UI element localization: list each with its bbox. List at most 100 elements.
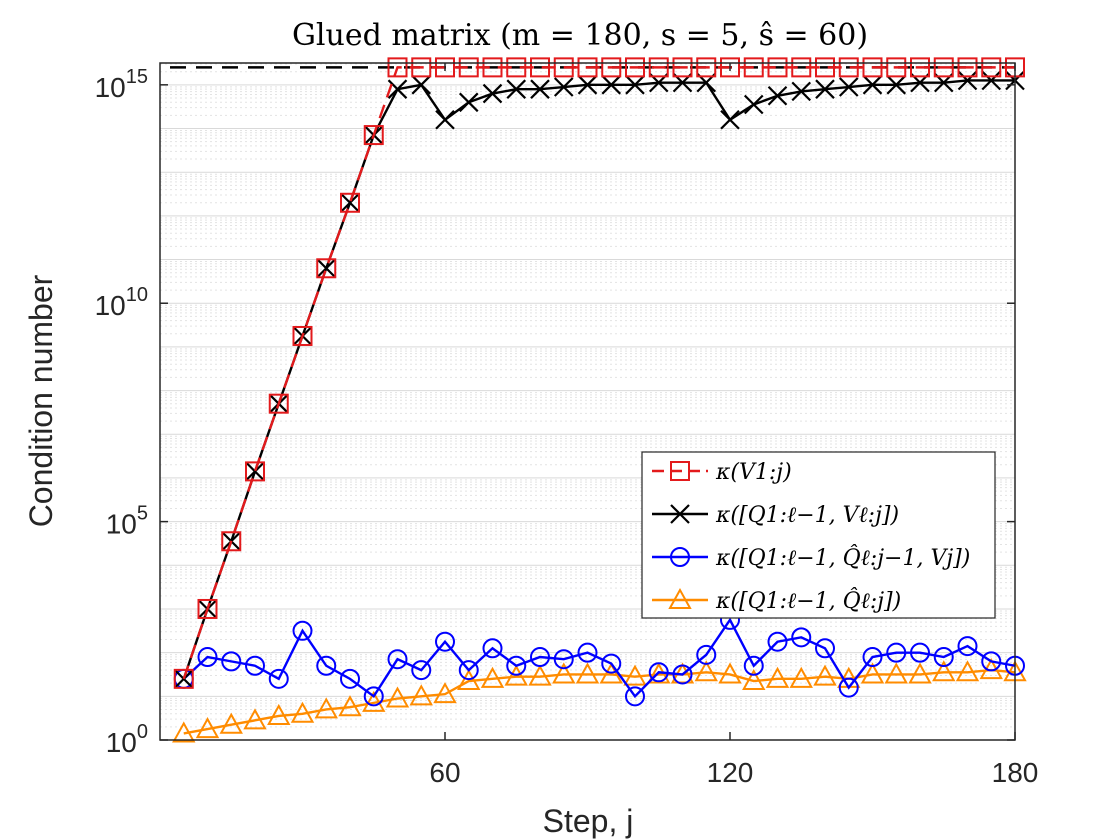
data-point-circle	[530, 647, 550, 668]
data-point-square	[221, 531, 242, 552]
plot-frame	[159, 62, 1016, 741]
x-marker-stroke	[553, 77, 574, 97]
data-point-circle	[862, 647, 883, 668]
data-point-x	[340, 192, 360, 213]
x-marker-stroke	[482, 83, 503, 104]
x-marker-stroke	[245, 461, 265, 482]
data-point-square	[197, 598, 218, 619]
data-point-square	[268, 393, 289, 414]
data-point-triangle	[457, 668, 481, 691]
data-point-square	[886, 57, 907, 78]
data-point-square	[720, 57, 740, 78]
data-point-triangle	[932, 660, 956, 682]
data-point-triangle	[623, 664, 647, 686]
data-point-square	[767, 57, 788, 78]
series-triangle	[172, 658, 1027, 743]
data-point-triangle	[172, 721, 196, 743]
data-point-x	[815, 79, 835, 99]
data-point-square	[411, 57, 432, 78]
legend-entry: κ([Q1:ℓ−1, Vℓ:j])	[652, 503, 899, 528]
data-point-triangle	[219, 712, 243, 734]
data-point-x	[435, 110, 455, 130]
x-tick-label: 180	[992, 757, 1039, 788]
x-marker-stroke	[458, 92, 479, 113]
data-point-circle	[933, 647, 954, 668]
data-point-triangle	[385, 686, 410, 708]
legend-entry: κ(V1:j)	[652, 460, 792, 485]
data-point-x	[862, 75, 883, 95]
data-point-x	[316, 258, 337, 279]
legend-box	[641, 451, 996, 619]
data-point-x	[553, 77, 574, 97]
data-point-square	[530, 57, 550, 78]
data-point-circle	[767, 631, 788, 652]
data-point-x	[720, 110, 740, 130]
series-line	[182, 617, 1016, 699]
plot-area	[160, 63, 1015, 740]
series-line	[183, 668, 1016, 735]
data-point-square	[981, 57, 1002, 78]
y-tick-label-exponent: 10	[126, 284, 148, 306]
data-point-square	[672, 57, 693, 78]
data-point-circle	[648, 662, 669, 683]
data-point-circle	[411, 660, 432, 681]
legend-label: κ(V1:j)	[715, 460, 792, 485]
x-marker-stroke	[530, 79, 550, 99]
data-point-triangle	[668, 587, 692, 609]
legend-label: κ([Q1:ℓ−1, Q̂ℓ:j])	[715, 588, 901, 614]
data-point-x	[957, 70, 978, 91]
data-point-square	[957, 57, 978, 78]
data-point-circle	[553, 649, 574, 670]
data-point-circle	[458, 660, 479, 681]
data-point-triangle	[195, 717, 220, 739]
data-point-square	[506, 57, 527, 78]
data-point-triangle	[955, 660, 980, 682]
legend: κ(V1:j) κ([Q1:ℓ−1, Vℓ:j]) κ([Q1:ℓ−1, Q̂ℓ:j…	[641, 451, 996, 619]
data-point-x	[886, 75, 907, 95]
y-tick-label: 1010	[95, 284, 148, 321]
data-point-circle	[245, 655, 265, 676]
x-marker-stroke	[411, 75, 432, 95]
data-point-x	[601, 75, 622, 95]
data-point-circle	[435, 631, 455, 652]
data-point-circle	[696, 644, 717, 665]
x-marker-stroke	[435, 110, 455, 130]
data-point-x	[577, 75, 598, 95]
data-point-square	[387, 57, 408, 78]
x-marker-stroke	[316, 258, 337, 279]
data-point-circle	[292, 620, 313, 641]
legend-label: κ([Q1:ℓ−1, Q̂ℓ:j−1, Vj])	[715, 545, 970, 571]
data-point-triangle	[314, 697, 338, 719]
data-point-triangle	[599, 662, 623, 684]
data-point-circle	[577, 642, 598, 663]
series-line	[182, 66, 1015, 680]
data-point-circle	[886, 642, 907, 663]
x-marker-stroke	[886, 75, 907, 95]
x-marker-stroke	[387, 79, 408, 99]
data-point-square	[743, 57, 764, 78]
data-point-circle	[197, 647, 218, 668]
legend-label: κ([Q1:ℓ−1, Vℓ:j])	[715, 503, 899, 528]
data-point-square	[482, 57, 503, 78]
data-point-square	[601, 57, 622, 78]
data-point-triangle	[504, 664, 528, 686]
data-point-circle	[340, 668, 360, 689]
y-tick-label-base: 10	[106, 727, 137, 758]
x-marker-stroke	[981, 70, 1002, 91]
data-point-x	[411, 75, 432, 95]
x-marker-stroke	[957, 70, 978, 91]
data-point-circle	[791, 627, 812, 648]
data-point-square	[791, 57, 812, 78]
y-tick-label-base: 10	[95, 290, 126, 321]
data-point-x	[743, 94, 764, 115]
data-point-circle	[268, 668, 289, 689]
data-point-square	[933, 57, 954, 78]
series-circle	[173, 609, 1025, 707]
y-tick-label-exponent: 15	[126, 66, 148, 88]
y-tick-label-exponent: 0	[137, 721, 148, 743]
data-point-triangle	[528, 664, 552, 686]
y-tick-label: 1015	[95, 66, 148, 103]
data-point-square	[670, 461, 690, 481]
data-point-square	[340, 192, 360, 213]
